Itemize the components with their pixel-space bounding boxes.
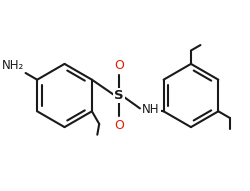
Text: O: O [114, 119, 124, 132]
Text: NH: NH [142, 103, 160, 116]
Text: S: S [114, 89, 124, 102]
Text: NH₂: NH₂ [2, 59, 25, 72]
Text: O: O [114, 59, 124, 72]
